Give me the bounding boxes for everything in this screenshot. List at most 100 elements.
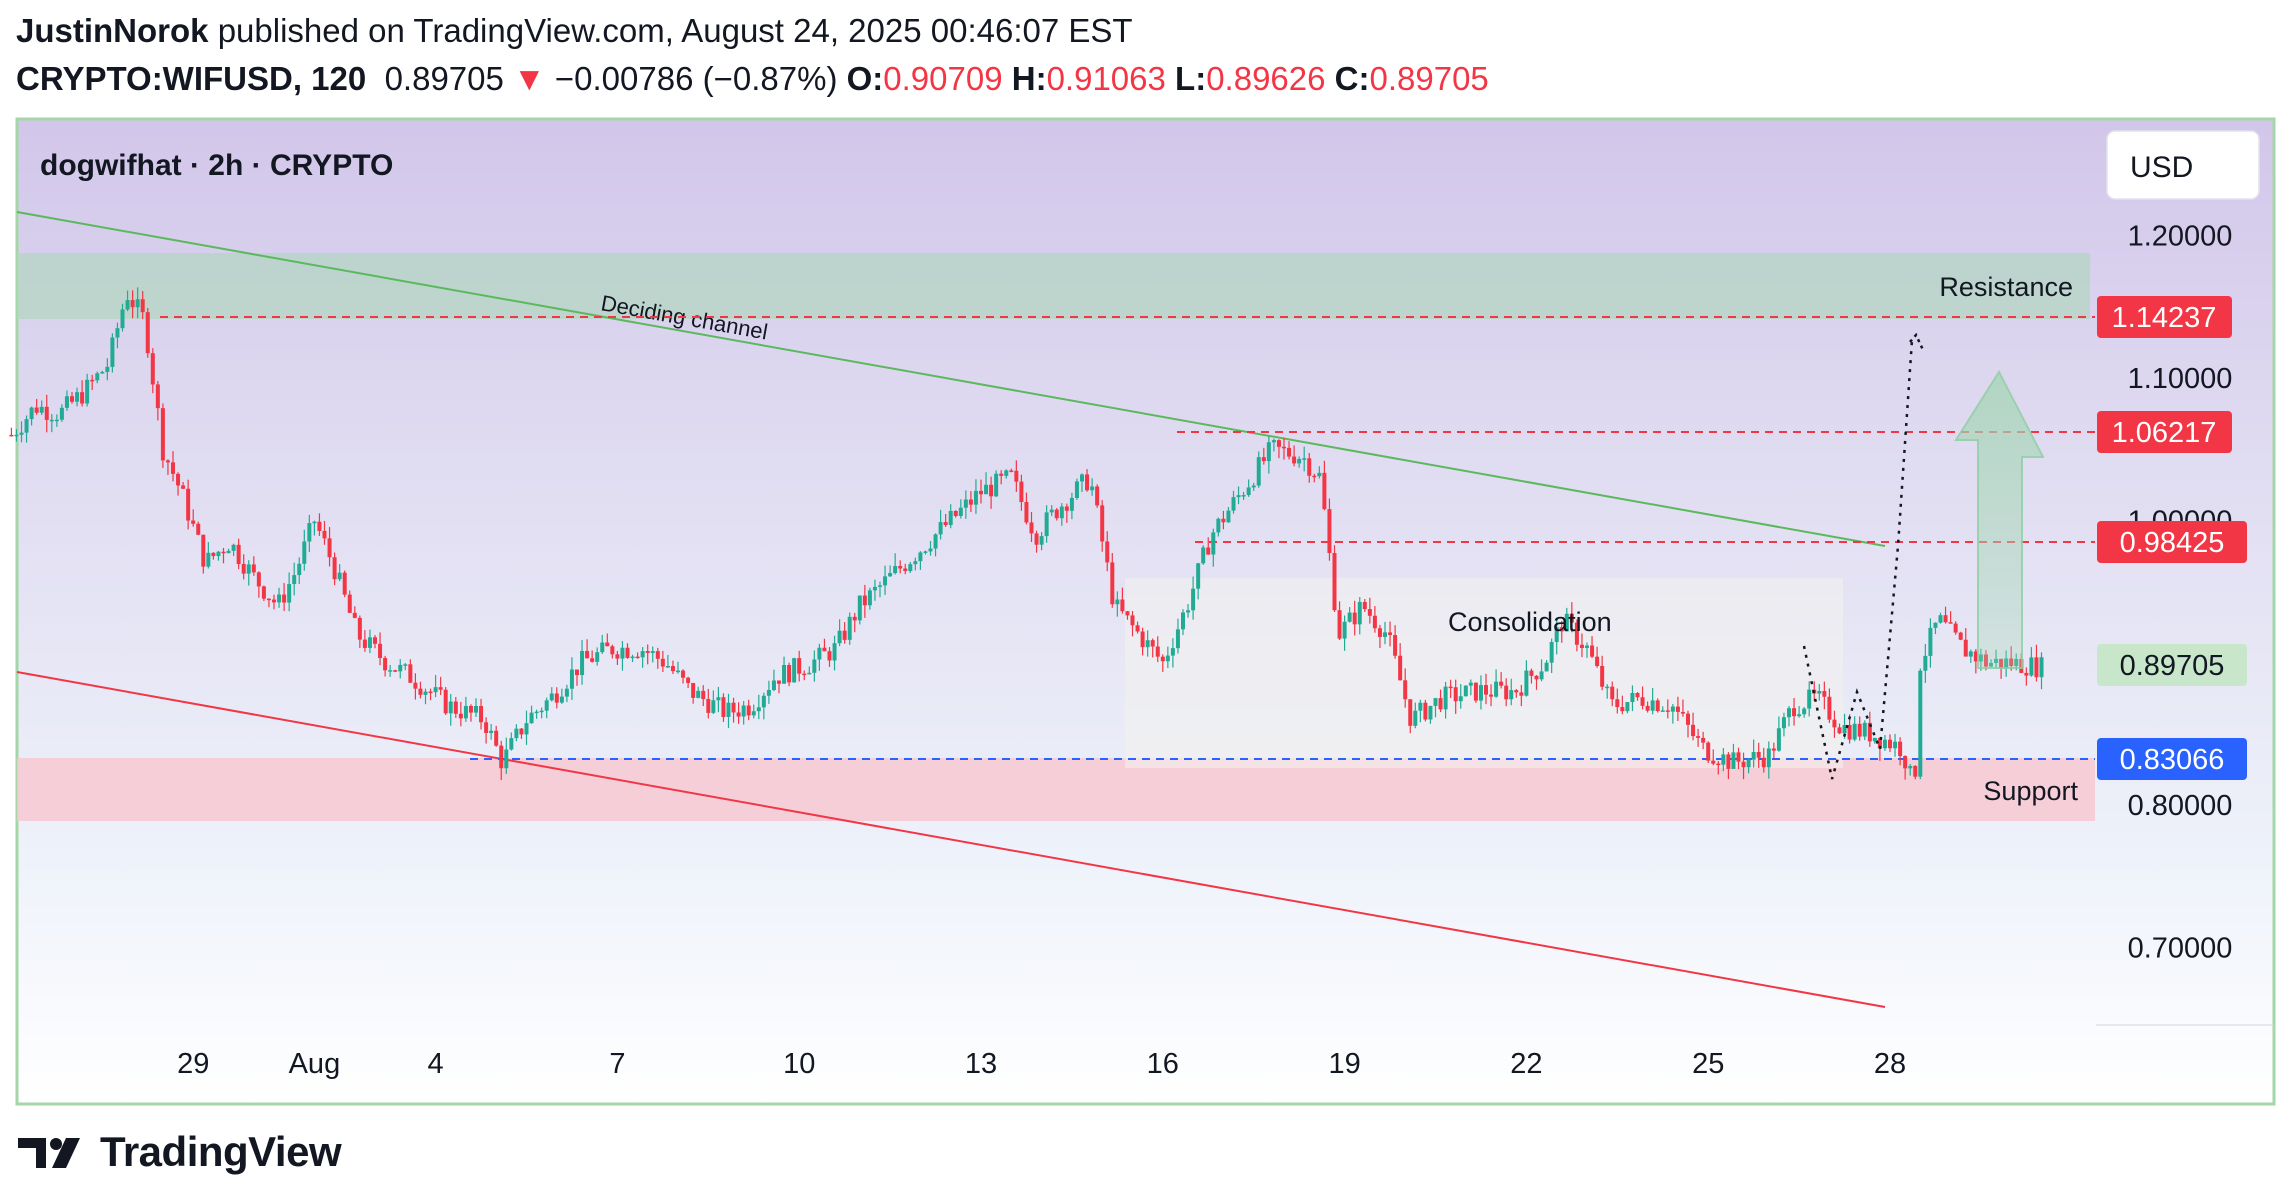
candle-body: [1383, 632, 1387, 637]
candle-body: [428, 691, 433, 694]
candle-body: [1362, 601, 1367, 610]
candle-body: [1847, 725, 1852, 740]
resistance-price-tag: [2097, 296, 2232, 338]
candle-body: [95, 373, 100, 381]
candle-body: [458, 713, 463, 719]
candle-body: [640, 651, 645, 658]
candle-body: [514, 728, 519, 739]
candle-body: [1650, 700, 1655, 711]
candle-body: [1787, 708, 1791, 718]
open-value: 0.90709: [883, 60, 1003, 97]
candle-body: [1256, 457, 1261, 486]
candle-body: [261, 586, 266, 599]
candle-body: [1544, 662, 1549, 672]
candle-body: [585, 650, 590, 659]
candle-body: [332, 557, 337, 580]
candle-body: [559, 696, 564, 703]
candle-body: [347, 594, 352, 613]
candle-body: [1968, 651, 1973, 657]
candle-body: [1691, 724, 1696, 737]
x-tick-label: 28: [1874, 1048, 1906, 1080]
candle-body: [1014, 470, 1019, 482]
candle-body: [711, 700, 716, 713]
candle-body: [1317, 472, 1322, 477]
candle-body: [600, 642, 605, 653]
candle-body: [413, 682, 418, 689]
candle-body: [726, 702, 731, 717]
candle-body: [883, 576, 888, 586]
candle-body: [888, 573, 893, 577]
candle-body: [1751, 751, 1756, 760]
candle-body: [292, 575, 297, 585]
candle-body: [1660, 710, 1665, 712]
candle-body: [660, 658, 665, 667]
candle-body: [1100, 505, 1105, 542]
candle-body: [766, 690, 771, 696]
candle-body: [832, 643, 837, 661]
candle-body: [2034, 657, 2039, 678]
currency-button[interactable]: [2106, 130, 2260, 200]
candle-body: [1388, 632, 1393, 636]
candle-body: [665, 666, 670, 668]
candle-body: [211, 552, 216, 557]
candle-body: [736, 712, 741, 717]
candle-body: [201, 534, 206, 567]
candle-body: [468, 705, 473, 713]
candle-body: [453, 701, 458, 714]
candle-body: [1600, 665, 1605, 687]
candle-body: [1938, 615, 1943, 623]
candle-body: [1181, 612, 1185, 630]
tradingview-logo-icon[interactable]: [16, 1132, 88, 1172]
symbol-line: CRYPTO:WIFUSD, 120 0.89705 ▼ −0.00786 (−…: [16, 60, 1489, 98]
candle-body: [155, 384, 160, 409]
candle-body: [140, 299, 145, 313]
candle-body: [1357, 601, 1362, 625]
candle-body: [1074, 481, 1079, 498]
currency-button-label[interactable]: USD: [2130, 151, 2193, 184]
candle-body: [893, 565, 898, 574]
candle-body: [1029, 522, 1034, 534]
candle-body: [989, 484, 994, 497]
candle-body: [1069, 497, 1074, 511]
candle-body: [115, 328, 120, 338]
resistance-price-text: 1.14237: [2112, 302, 2217, 334]
candle-body: [186, 488, 191, 521]
candle-body: [706, 698, 711, 713]
candle-body: [1231, 497, 1236, 511]
candle-body: [903, 568, 908, 572]
candle-body: [1433, 698, 1438, 706]
candle-body: [908, 564, 913, 572]
candle-body: [317, 521, 322, 531]
symbol-name[interactable]: CRYPTO:WIFUSD, 120: [16, 60, 367, 97]
candle-body: [1140, 631, 1145, 648]
candle-body: [1120, 599, 1125, 612]
price-change: −0.00786 (−0.87%): [554, 60, 838, 97]
x-tick-label: 25: [1692, 1048, 1724, 1080]
candle-body: [1701, 737, 1706, 743]
candle-body: [19, 432, 24, 435]
candle-body: [1771, 748, 1776, 751]
candle-body: [352, 612, 357, 618]
candle-body: [54, 419, 59, 422]
candle-body: [792, 658, 797, 683]
candle-body: [418, 688, 423, 695]
candle-body: [1211, 532, 1216, 555]
candle-body: [1150, 640, 1155, 647]
candle-body: [1928, 627, 1933, 656]
candle-body: [1292, 456, 1297, 464]
candle-body: [1721, 754, 1726, 765]
publish-line: JustinNorok published on TradingView.com…: [16, 12, 1133, 50]
candle-body: [357, 617, 362, 640]
candle-body: [1822, 691, 1827, 697]
tradingview-brand[interactable]: TradingView: [100, 1128, 342, 1175]
candle-body: [297, 563, 302, 576]
author-name[interactable]: JustinNorok: [16, 12, 209, 49]
candle-body: [1443, 686, 1448, 710]
candle-body: [494, 730, 499, 746]
candle-body: [1332, 553, 1337, 611]
candle-body: [1706, 742, 1711, 761]
chart-frame-border: [15, 117, 2276, 1106]
open-label: O:: [846, 60, 884, 97]
candle-body: [615, 654, 620, 659]
